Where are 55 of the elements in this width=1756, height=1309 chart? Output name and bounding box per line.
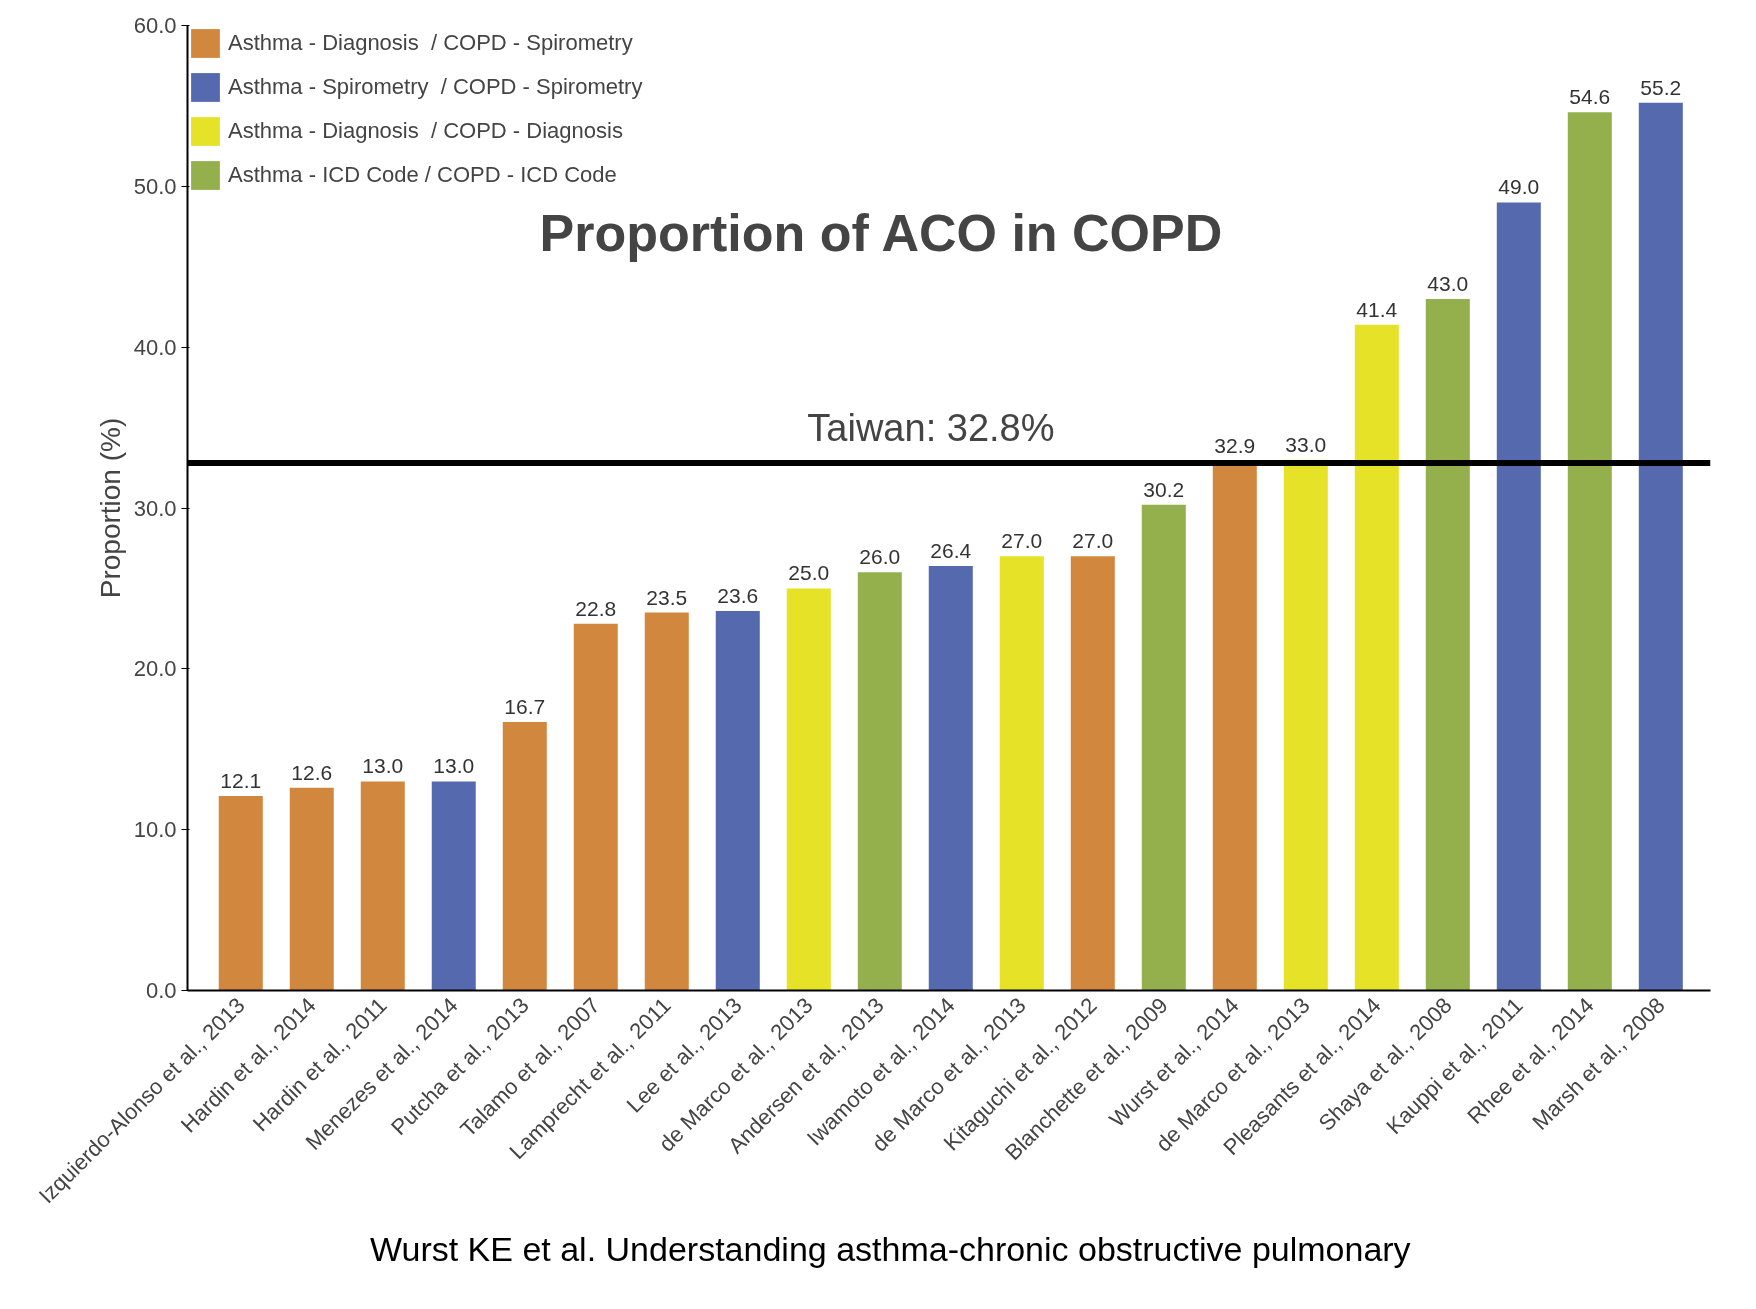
data-label: 55.2 [1640, 75, 1682, 99]
bar [431, 781, 476, 991]
bar [1141, 504, 1186, 991]
legend-label: Asthma - Diagnosis / COPD - Spirometry [228, 30, 633, 56]
data-label: 43.0 [1427, 271, 1469, 295]
y-axis-title: Proportion (%) [94, 417, 126, 599]
data-label: 26.4 [930, 538, 972, 562]
data-label: 12.6 [291, 760, 333, 784]
data-label: 26.0 [859, 545, 901, 569]
bar [289, 787, 334, 991]
ref-line-label: Taiwan: 32.8% [807, 406, 1055, 449]
y-tick-label: 50.0 [133, 173, 177, 199]
text: Proportion of ACO in COPD [539, 203, 1223, 262]
data-label: 49.0 [1498, 175, 1540, 199]
bar [1567, 112, 1612, 991]
text: Wurst KE et al. Understanding asthma-chronic obstructive pulmonary [370, 1229, 1411, 1270]
data-label: 30.2 [1143, 477, 1185, 501]
bar [1638, 102, 1683, 991]
y-tick-label: 10.0 [133, 817, 177, 843]
bar [360, 781, 405, 991]
bar [644, 612, 689, 991]
data-label: 25.0 [788, 561, 830, 585]
bar [218, 795, 263, 991]
data-label: 32.9 [1214, 434, 1256, 458]
legend-label: Asthma - Spirometry / COPD - Spirometry [228, 74, 643, 100]
legend-label: Asthma - Diagnosis / COPD - Diagnosis [228, 118, 623, 144]
bar [999, 556, 1044, 991]
data-label: 33.0 [1285, 432, 1327, 456]
data-label: 22.8 [575, 596, 617, 620]
data-label: 16.7 [504, 694, 546, 718]
data-label: 54.6 [1569, 85, 1611, 109]
data-label: 27.0 [1001, 529, 1043, 553]
bar [1425, 298, 1470, 991]
y-tick-label: 40.0 [133, 334, 177, 360]
bar [857, 572, 902, 991]
bar [928, 565, 973, 991]
data-label: 27.0 [1072, 529, 1114, 553]
bar [502, 721, 547, 991]
y-tick-label: 30.0 [133, 495, 177, 521]
bar [1496, 202, 1541, 991]
data-label: 12.1 [220, 768, 262, 792]
y-tick-label: 60.0 [133, 13, 177, 38]
bar [1070, 556, 1115, 991]
bar [1354, 324, 1399, 991]
y-tick-label: 20.0 [133, 656, 177, 682]
bar [786, 588, 831, 991]
data-label: 13.0 [362, 754, 404, 778]
data-label: 23.6 [717, 583, 759, 607]
bar [573, 623, 618, 991]
data-label: 23.5 [646, 585, 688, 609]
y-tick-label: 0.0 [145, 978, 177, 1003]
legend-label: Asthma - ICD Code / COPD - ICD Code [228, 162, 617, 188]
data-label: 13.0 [433, 754, 475, 778]
bar [715, 610, 760, 991]
data-label: 41.4 [1356, 297, 1398, 321]
